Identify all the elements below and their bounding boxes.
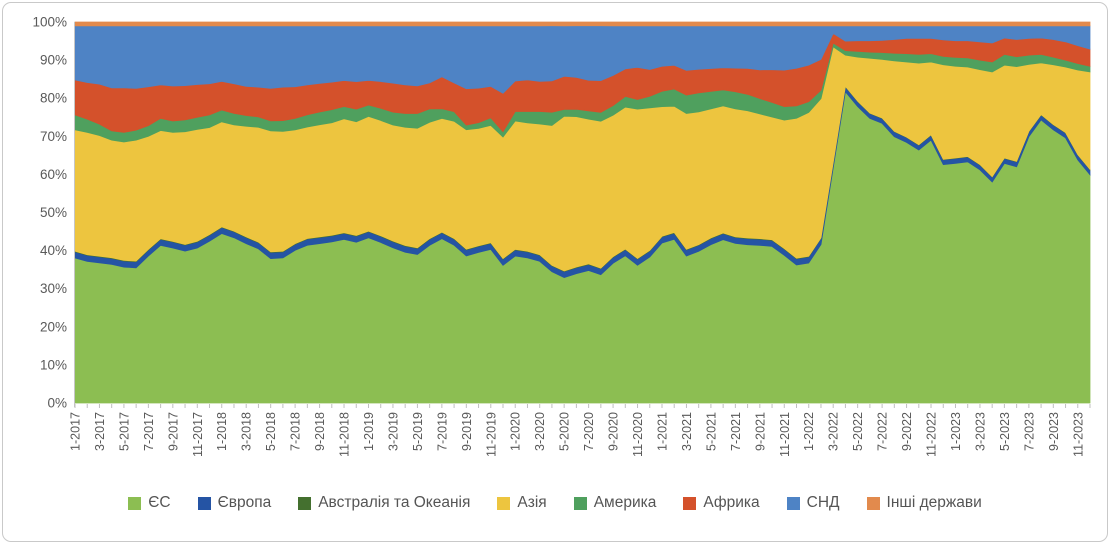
x-tick-label: 1-2019: [362, 412, 376, 451]
legend-swatch: [573, 496, 587, 510]
legend-swatch: [497, 496, 511, 510]
y-tick-label: 0%: [47, 396, 67, 411]
x-tick-label: 3-2020: [533, 412, 547, 451]
x-tick-label: 5-2018: [264, 412, 278, 451]
x-tick-label: 7-2018: [289, 412, 303, 451]
legend-label: Європа: [217, 494, 272, 511]
y-tick-label: 80%: [40, 91, 67, 106]
x-tick-label: 7-2023: [1022, 412, 1036, 451]
y-tick-label: 100%: [32, 15, 67, 30]
x-tick-label: 11-2017: [191, 412, 205, 457]
legend-item: Америка: [573, 494, 657, 512]
x-tick-label: 3-2018: [240, 412, 254, 451]
legend-item: СНД: [786, 494, 840, 512]
legend-label: СНД: [806, 494, 840, 511]
x-tick-label: 7-2017: [142, 412, 156, 451]
x-tick-label: 7-2021: [729, 412, 743, 451]
x-tick-label: 9-2023: [1047, 412, 1061, 451]
x-axis-ticks: [74, 404, 1091, 408]
x-tick-label: 9-2017: [166, 412, 180, 451]
x-tick-label: 11-2018: [338, 412, 352, 457]
legend-label: Азія: [517, 494, 547, 511]
legend-item: Австралія та Океанія: [298, 494, 470, 512]
x-axis-labels: 1-2017 3-2017 5-2017 7-2017 9-2017 11-2017 1-2…: [69, 412, 1086, 457]
legend-label: Австралія та Океанія: [318, 494, 471, 511]
y-tick-label: 50%: [40, 205, 67, 220]
legend-swatch: [128, 496, 142, 510]
x-tick-label: 11-2021: [778, 412, 792, 457]
x-tick-label: 9-2018: [313, 412, 327, 451]
x-tick-label: 5-2021: [704, 412, 718, 451]
x-tick-label: 11-2023: [1071, 412, 1085, 457]
legend-item: ЄС: [128, 494, 171, 512]
x-tick-label: 5-2023: [998, 412, 1012, 451]
x-tick-label: 1-2021: [656, 412, 670, 451]
y-tick-label: 40%: [40, 243, 67, 258]
x-tick-label: 1-2023: [949, 412, 963, 451]
x-tick-label: 11-2022: [925, 412, 939, 457]
series-band-7: [74, 21, 1091, 27]
x-tick-label: 3-2021: [680, 412, 694, 451]
x-tick-label: 1-2020: [509, 412, 523, 451]
legend-item: Африка: [683, 494, 760, 512]
x-tick-label: 1-2022: [802, 412, 816, 451]
y-tick-label: 30%: [40, 281, 67, 296]
x-tick-label: 11-2019: [484, 412, 498, 457]
legend-label: ЄС: [148, 494, 171, 511]
legend-label: Інші держави: [886, 494, 982, 511]
x-tick-label: 5-2017: [117, 412, 131, 451]
legend-item: Азія: [497, 494, 547, 512]
x-tick-label: 9-2019: [460, 412, 474, 451]
legend-label: Америка: [593, 494, 657, 511]
legend-swatch: [866, 496, 880, 510]
legend-label: Африка: [703, 494, 760, 511]
stacked-area-chart: 0% 10% 20% 30% 40% 50% 60% 70% 80% 90% 100% 1-2017 3…: [32, 15, 1091, 457]
x-tick-label: 3-2017: [93, 412, 107, 451]
y-tick-label: 10%: [40, 357, 67, 372]
y-tick-label: 90%: [40, 53, 67, 68]
legend-swatch: [197, 496, 211, 510]
x-tick-label: 9-2022: [900, 412, 914, 451]
legend-swatch: [683, 496, 697, 510]
y-tick-label: 60%: [40, 167, 67, 182]
x-tick-label: 9-2021: [753, 412, 767, 451]
x-tick-label: 1-2017: [69, 412, 83, 451]
x-tick-label: 7-2020: [582, 412, 596, 451]
x-tick-label: 11-2020: [631, 412, 645, 457]
x-tick-label: 7-2019: [435, 412, 449, 451]
x-tick-label: 1-2018: [215, 412, 229, 451]
legend-swatch: [298, 496, 312, 510]
x-tick-label: 3-2023: [973, 412, 987, 451]
x-tick-label: 5-2019: [411, 412, 425, 451]
x-tick-label: 5-2020: [558, 412, 572, 451]
x-tick-label: 3-2019: [387, 412, 401, 451]
x-tick-label: 3-2022: [827, 412, 841, 451]
legend-swatch: [786, 496, 800, 510]
legend-item: Інші держави: [866, 494, 982, 512]
x-tick-label: 9-2020: [607, 412, 621, 451]
x-tick-label: 7-2022: [876, 412, 890, 451]
y-tick-label: 20%: [40, 319, 67, 334]
y-tick-label: 70%: [40, 129, 67, 144]
y-axis-labels: 0% 10% 20% 30% 40% 50% 60% 70% 80% 90% 100%: [32, 15, 67, 411]
chart-legend: ЄС Європа Австралія та Океанія Азія Америка А…: [0, 494, 1110, 512]
legend-item: Європа: [197, 494, 272, 512]
x-tick-label: 5-2022: [851, 412, 865, 451]
